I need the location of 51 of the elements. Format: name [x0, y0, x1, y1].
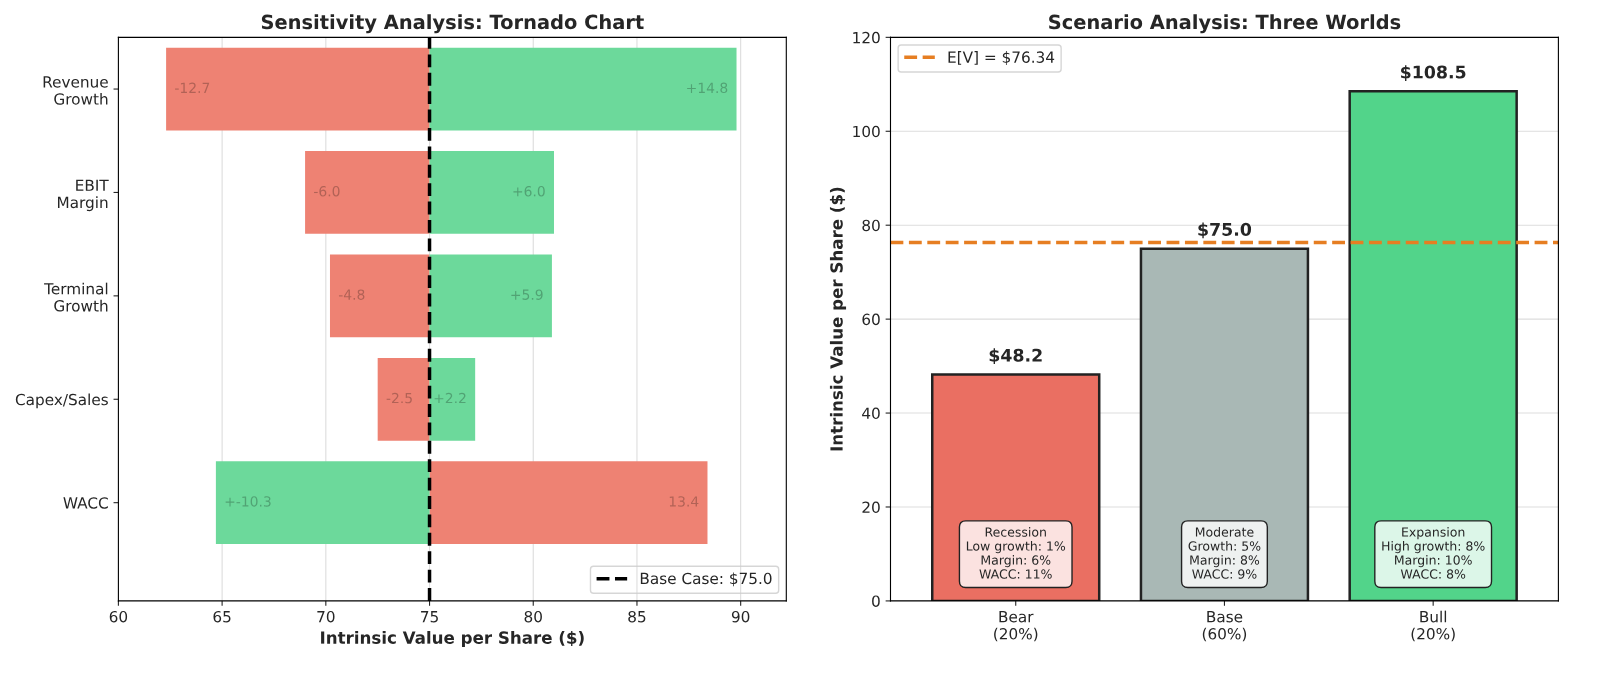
annotation: Recession Low growth: 1% Margin: 6% WACC: 11%: [966, 527, 1066, 579]
bar: [166, 47, 430, 131]
x-tick-label: 80: [524, 610, 542, 623]
x-tick-label: 70: [317, 610, 335, 623]
data-label: $75.0: [1198, 222, 1252, 239]
data-label: 13.4: [669, 496, 699, 507]
y-tick-label: Capex/Sales: [15, 393, 108, 409]
data-label: -6.0: [314, 185, 340, 197]
x-tick-label: Base (60%): [1202, 611, 1247, 642]
bar: [429, 461, 708, 545]
y-tick-label: 100: [853, 125, 880, 138]
y-tick-label: WACC: [63, 497, 108, 509]
y-tick-label: 80: [862, 219, 880, 232]
y-tick-label: 20: [862, 501, 880, 514]
bar: [429, 254, 552, 338]
y-tick-label: 40: [862, 407, 880, 420]
x-tick-label: 60: [109, 610, 128, 623]
y-tick-label: 0: [872, 595, 880, 607]
data-label: -12.7: [175, 82, 210, 93]
x-tick-label: 90: [731, 610, 750, 623]
bar: [377, 357, 430, 441]
x-tick-label: 75: [421, 611, 438, 623]
bar: [215, 461, 430, 545]
x-axis-title: Intrinsic Value per Share ($): [321, 630, 584, 648]
legend-label: E[V] = $76.34: [948, 51, 1055, 65]
y-tick-label: Revenue Growth: [43, 76, 108, 105]
ref-line-label: Base Case: $75.0: [640, 572, 772, 587]
data-label: -4.8: [338, 289, 365, 300]
x-tick-label: 85: [628, 610, 646, 623]
x-tick-label: Bear (20%): [994, 611, 1038, 642]
x-tick-label: 65: [213, 610, 231, 623]
bar: [429, 151, 554, 234]
x-tick-label: Bull (20%): [1411, 610, 1455, 642]
y-tick-label: 120: [853, 31, 880, 44]
bar: [429, 47, 737, 131]
annotation: Expansion High growth: 8% Margin: 10% WACC: 8%: [1382, 527, 1485, 579]
y-tick-label: EBIT Margin: [57, 179, 109, 212]
bar: [305, 151, 430, 234]
data-label: -2.5: [386, 392, 412, 404]
y-axis-title: Intrinsic Value per Share ($): [829, 187, 847, 451]
data-label: $48.2: [989, 348, 1042, 365]
bar: [329, 254, 430, 338]
annotation: Moderate Growth: 5% Margin: 8% WACC: 9%: [1188, 527, 1261, 579]
bar: [429, 357, 476, 441]
data-label: $108.5: [1401, 65, 1466, 81]
bar: [1348, 90, 1518, 601]
chart-title: Sensitivity Analysis: Tornado Chart: [261, 14, 644, 34]
y-tick-label: Terminal Growth: [44, 282, 108, 312]
bar: [1139, 247, 1310, 601]
y-tick-label: 60: [862, 313, 880, 326]
chart-title: Scenario Analysis: Three Worlds: [1049, 14, 1401, 34]
